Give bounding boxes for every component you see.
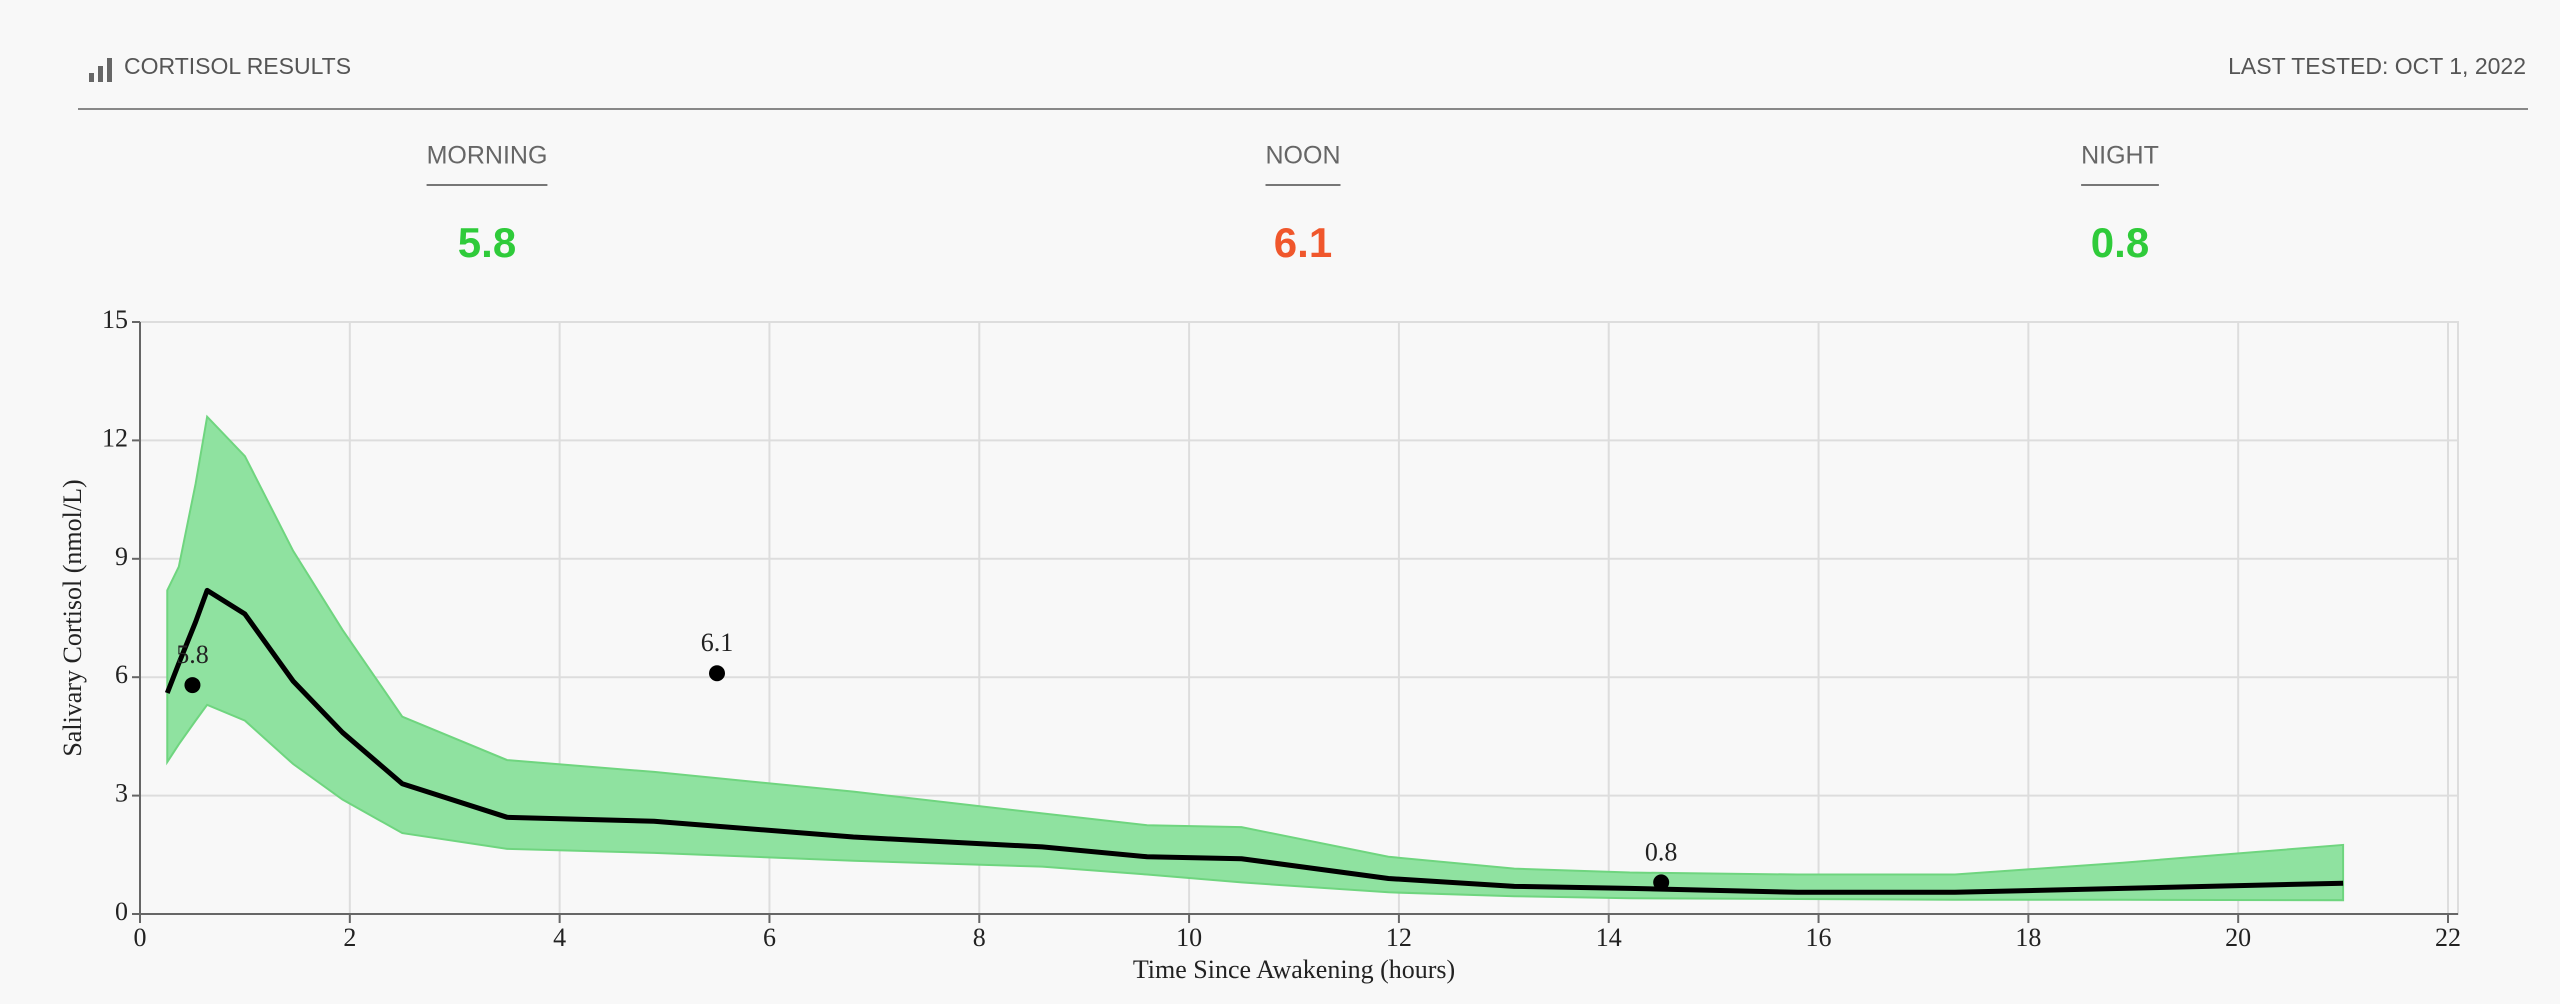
summary-value: 6.1 bbox=[1274, 219, 1332, 266]
point-label: 5.8 bbox=[176, 640, 209, 669]
y-tick-label: 9 bbox=[115, 542, 128, 571]
x-tick-label: 2 bbox=[343, 923, 356, 952]
x-tick-label: 12 bbox=[1386, 923, 1412, 952]
point-label: 6.1 bbox=[701, 628, 734, 657]
result-point bbox=[709, 665, 725, 682]
y-tick-label: 15 bbox=[102, 305, 128, 334]
x-tick-label: 20 bbox=[2225, 923, 2251, 952]
range-band bbox=[166, 414, 2345, 902]
x-tick-label: 6 bbox=[763, 923, 776, 952]
y-tick-label: 12 bbox=[102, 423, 128, 452]
summary-label: MORNING bbox=[427, 142, 548, 170]
last-tested: LAST TESTED: OCT 1, 2022 bbox=[2228, 53, 2526, 79]
x-tick-label: 22 bbox=[2435, 923, 2461, 952]
median-line bbox=[164, 587, 2344, 895]
y-tick-label: 0 bbox=[115, 897, 128, 926]
header-title: CORTISOL RESULTS bbox=[124, 53, 351, 79]
summary-value: 5.8 bbox=[458, 219, 516, 266]
summary-label: NIGHT bbox=[2081, 142, 2159, 170]
x-tick-label: 18 bbox=[2015, 923, 2041, 952]
x-tick-label: 14 bbox=[1596, 923, 1622, 952]
y-tick-label: 3 bbox=[115, 779, 128, 808]
summary-label: NOON bbox=[1266, 142, 1341, 170]
x-tick-label: 16 bbox=[1806, 923, 1832, 952]
x-tick-label: 0 bbox=[134, 923, 147, 952]
result-point bbox=[1653, 874, 1670, 891]
y-tick-label: 6 bbox=[115, 660, 128, 689]
y-axis-label: Salivary Cortisol (nmol/L) bbox=[58, 479, 87, 756]
icon bbox=[89, 58, 112, 82]
x-tick-label: 4 bbox=[553, 923, 566, 952]
x-axis-label: Time Since Awakening (hours) bbox=[1133, 955, 1455, 984]
summary-value: 0.8 bbox=[2091, 219, 2149, 266]
result-point bbox=[184, 677, 201, 694]
point-label: 0.8 bbox=[1645, 837, 1678, 866]
x-tick-label: 10 bbox=[1176, 923, 1202, 952]
x-tick-label: 8 bbox=[973, 923, 986, 952]
